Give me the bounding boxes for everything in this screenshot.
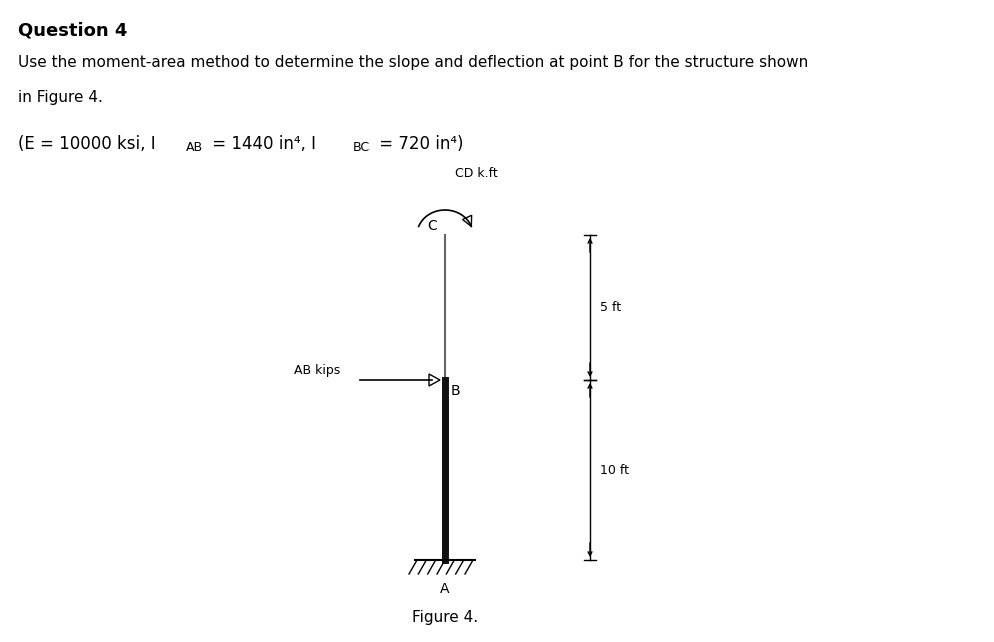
Text: A: A xyxy=(439,582,449,596)
Text: B: B xyxy=(450,384,460,398)
Text: Use the moment-area method to determine the slope and deflection at point B for : Use the moment-area method to determine … xyxy=(18,55,807,70)
Text: AB kips: AB kips xyxy=(293,364,340,377)
Text: 5 ft: 5 ft xyxy=(599,301,620,314)
Text: AB: AB xyxy=(186,141,203,154)
Text: Question 4: Question 4 xyxy=(18,22,127,40)
Text: = 1440 in⁴, I: = 1440 in⁴, I xyxy=(207,135,316,153)
Text: in Figure 4.: in Figure 4. xyxy=(18,90,102,105)
Text: (E = 10000 ksi, I: (E = 10000 ksi, I xyxy=(18,135,155,153)
Text: = 720 in⁴): = 720 in⁴) xyxy=(374,135,463,153)
Text: CD k.ft: CD k.ft xyxy=(454,167,497,180)
Text: C: C xyxy=(426,219,436,233)
Text: BC: BC xyxy=(353,141,370,154)
Text: Figure 4.: Figure 4. xyxy=(412,610,477,625)
Text: 10 ft: 10 ft xyxy=(599,464,628,476)
